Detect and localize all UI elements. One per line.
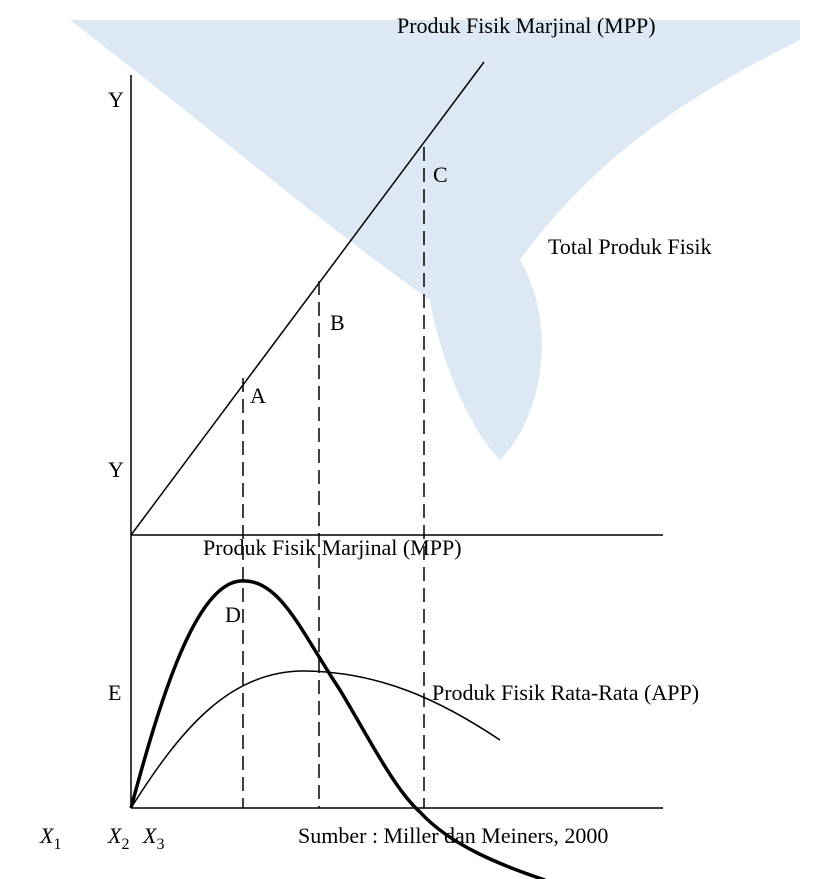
label: Produk Fisik Marjinal (MPP) xyxy=(397,13,656,38)
label: B xyxy=(330,310,345,335)
label: D xyxy=(225,602,241,627)
label: Produk Fisik Rata-Rata (APP) xyxy=(432,680,699,705)
x-label: X3 xyxy=(142,823,164,853)
x-label: X2 xyxy=(107,823,129,853)
mpp-curve xyxy=(129,579,546,879)
label: Y xyxy=(108,457,124,482)
label: A xyxy=(250,383,266,408)
x-base: X xyxy=(107,823,123,848)
label: C xyxy=(433,162,448,187)
label: Total Produk Fisik xyxy=(548,234,711,259)
label: E xyxy=(108,680,121,705)
x-base: X xyxy=(39,823,55,848)
x-labels: X1 X2 X3 xyxy=(39,823,164,853)
label: Produk Fisik Marjinal (MPP) xyxy=(203,535,462,560)
label: Y xyxy=(108,87,124,112)
x-sub: 1 xyxy=(53,836,61,853)
watermark xyxy=(70,20,800,460)
x-base: X xyxy=(142,823,158,848)
axes xyxy=(130,61,663,809)
labels: Produk Fisik Marjinal (MPP) Y C Total Pr… xyxy=(108,13,711,848)
x-label: X1 xyxy=(39,823,61,853)
app-curve xyxy=(130,670,501,809)
label: Sumber : Miller dan Meiners, 2000 xyxy=(298,823,608,848)
x-sub: 3 xyxy=(156,836,164,853)
x-sub: 2 xyxy=(121,836,129,853)
